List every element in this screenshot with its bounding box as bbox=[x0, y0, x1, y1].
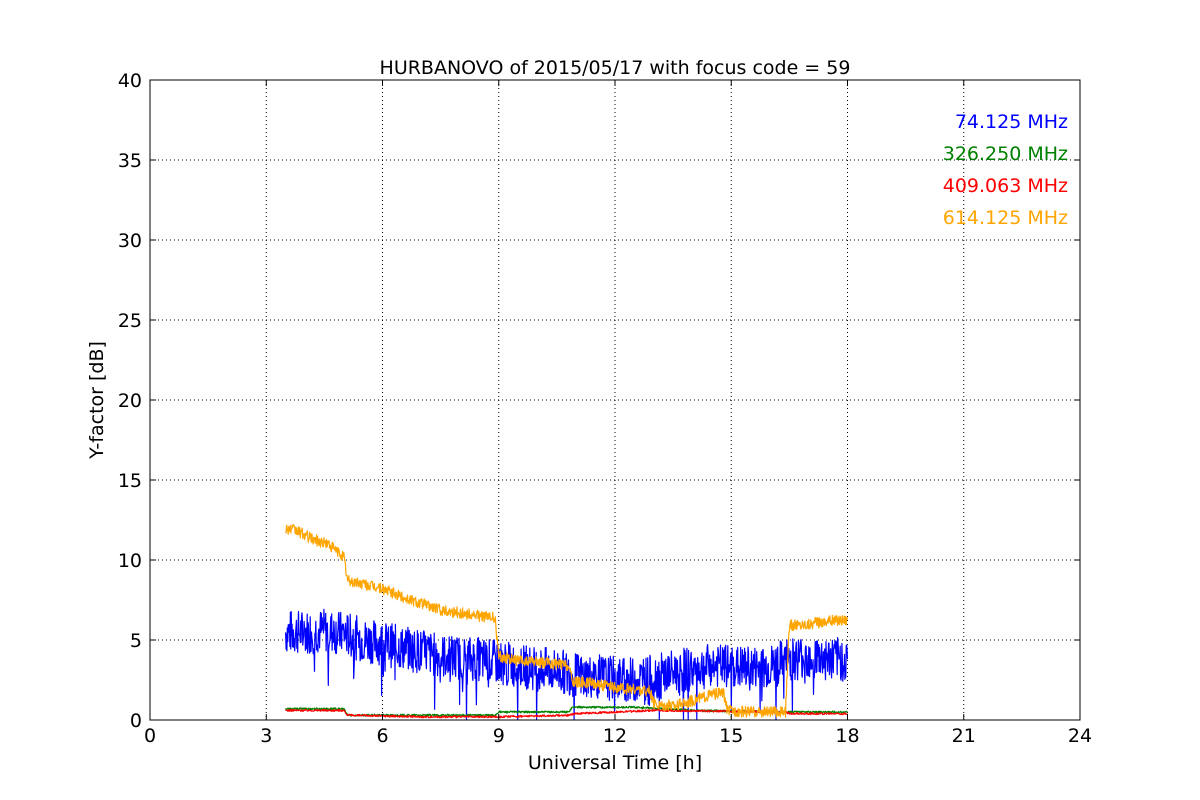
ticks: 0 3 6 9 12 15 18 21 24 0 5 10 15 20 25 30 35 40 bbox=[118, 70, 1092, 747]
series-line-614-125-mhz bbox=[285, 523, 849, 718]
legend-label: 409.063 MHz bbox=[943, 175, 1068, 197]
x-tick-label: 18 bbox=[835, 725, 859, 747]
x-axis-label: Universal Time [h] bbox=[528, 752, 702, 774]
legend-label: 74.125 MHz bbox=[955, 111, 1068, 133]
x-tick-label: 6 bbox=[376, 725, 388, 747]
y-tick-label: 40 bbox=[118, 70, 142, 92]
y-axis-label: Y-factor [dB] bbox=[86, 341, 108, 460]
y-tick-label: 15 bbox=[118, 470, 142, 492]
series-group bbox=[285, 523, 849, 720]
x-tick-label: 9 bbox=[493, 725, 505, 747]
y-tick-label: 5 bbox=[130, 630, 142, 652]
x-tick-label: 3 bbox=[260, 725, 272, 747]
y-tick-label: 20 bbox=[118, 390, 142, 412]
x-tick-label: 24 bbox=[1068, 725, 1092, 747]
y-tick-label: 35 bbox=[118, 150, 142, 172]
chart-title: HURBANOVO of 2015/05/17 with focus code … bbox=[380, 57, 851, 79]
y-tick-label: 25 bbox=[118, 310, 142, 332]
x-tick-label: 15 bbox=[719, 725, 743, 747]
x-tick-label: 21 bbox=[952, 725, 976, 747]
legend: 74.125 MHz 326.250 MHz 409.063 MHz 614.125 … bbox=[943, 111, 1068, 229]
x-tick-label: 0 bbox=[144, 725, 156, 747]
legend-label: 326.250 MHz bbox=[943, 143, 1068, 165]
x-tick-label: 12 bbox=[603, 725, 627, 747]
y-tick-label: 0 bbox=[130, 710, 142, 732]
grid bbox=[150, 80, 1080, 720]
y-tick-label: 30 bbox=[118, 230, 142, 252]
y-tick-label: 10 bbox=[118, 550, 142, 572]
series-line-74-125-mhz bbox=[285, 608, 849, 720]
legend-label: 614.125 MHz bbox=[943, 207, 1068, 229]
